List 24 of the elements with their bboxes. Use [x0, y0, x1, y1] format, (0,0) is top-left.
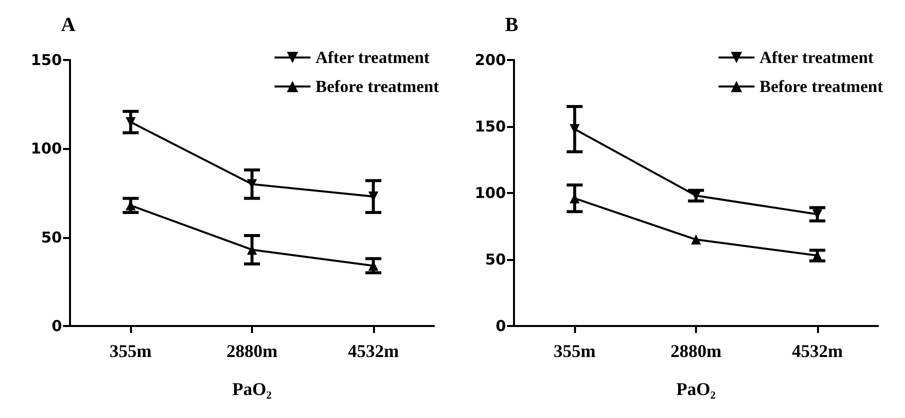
x-axis-title: PaO₂ [676, 379, 716, 399]
chart-title: A [61, 14, 76, 36]
chart-title: B [505, 14, 518, 36]
y-tick-label: 100 [30, 140, 62, 158]
legend-label: After treatment [315, 48, 430, 67]
legend-label: After treatment [759, 48, 874, 67]
x-tick-label: 4532m [792, 341, 843, 361]
x-tick-label: 4532m [348, 341, 399, 361]
x-tick-label: 2880m [670, 341, 722, 361]
y-tick-label: 50 [41, 228, 62, 246]
y-tick-label: 150 [474, 118, 506, 136]
x-tick-label: 355m [554, 341, 596, 361]
y-tick-label: 150 [30, 51, 62, 69]
x-axis-title: PaO₂ [232, 379, 272, 399]
y-tick-label: 0 [52, 317, 62, 335]
legend-label: Before treatment [315, 77, 440, 96]
x-tick-label: 2880m [226, 341, 278, 361]
x-tick-label: 355m [110, 341, 152, 361]
legend-label: Before treatment [759, 77, 884, 96]
y-tick-label: 200 [474, 51, 506, 69]
y-tick-label: 0 [496, 317, 506, 335]
y-tick-label: 50 [485, 250, 506, 268]
y-tick-label: 100 [474, 184, 506, 202]
point [691, 234, 701, 245]
